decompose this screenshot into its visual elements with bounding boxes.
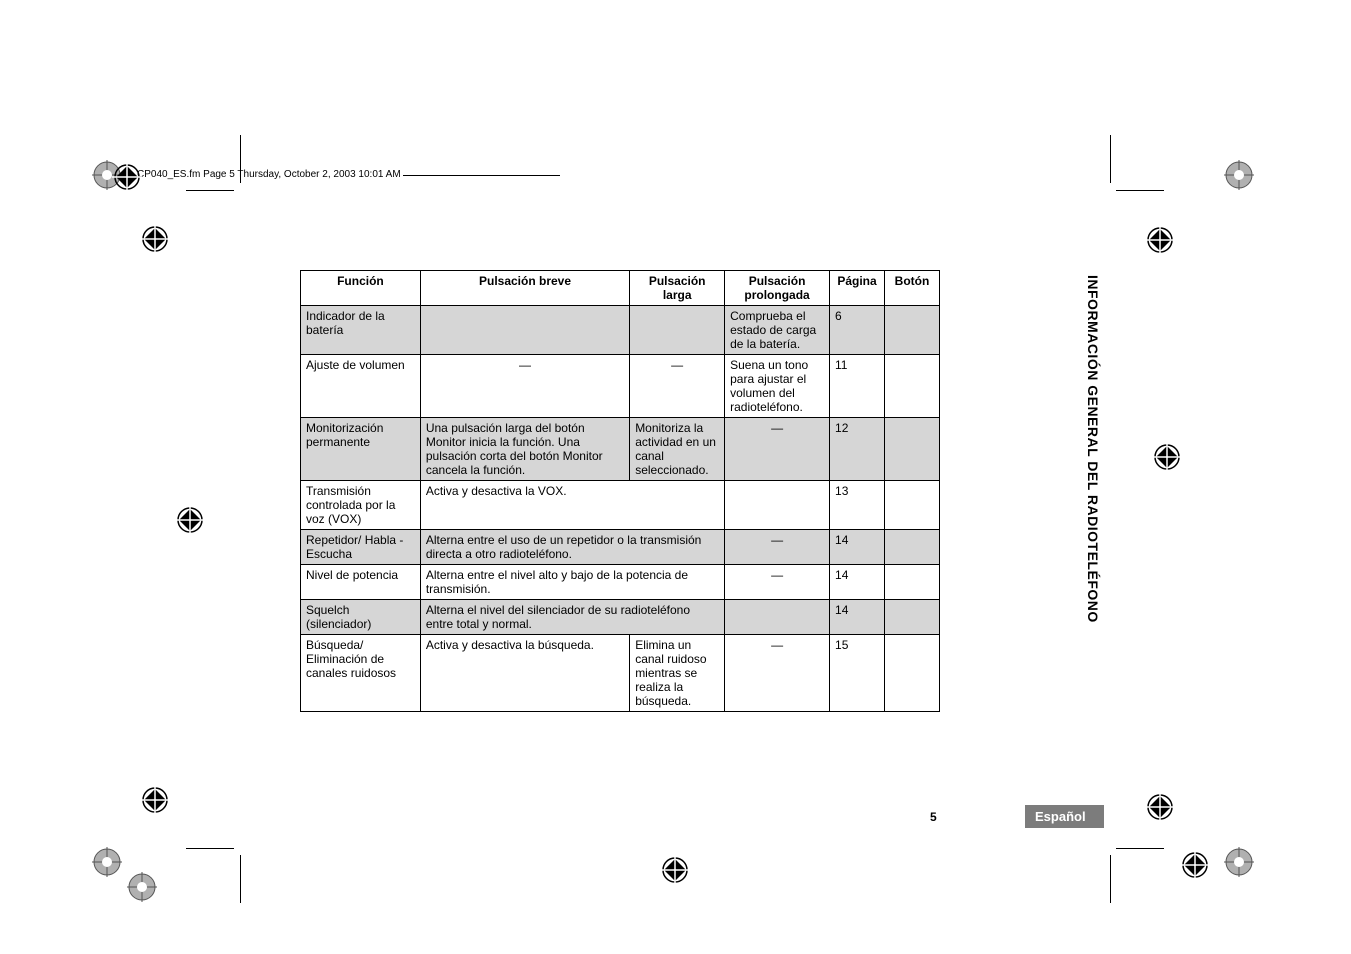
cell-prolongada: — — [725, 635, 830, 712]
arrow-mark — [1145, 225, 1175, 255]
cell-breve: — — [420, 355, 629, 418]
table-row: Squelch (silenciador)Alterna el nivel de… — [301, 600, 940, 635]
cell-funcion: Transmisión controlada por la voz (VOX) — [301, 481, 421, 530]
table-row: Transmisión controlada por la voz (VOX)A… — [301, 481, 940, 530]
language-badge: Español — [1025, 805, 1104, 828]
arrow-mark — [140, 785, 170, 815]
cell-prolongada: Comprueba el estado de carga de la bater… — [725, 306, 830, 355]
header-filename: CP040_ES.fm Page 5 Thursday, October 2, … — [135, 169, 403, 180]
th-funcion: Función — [301, 271, 421, 306]
arrow-mark — [175, 505, 205, 535]
content-area: Función Pulsación breve Pulsación larga … — [300, 270, 1020, 712]
cell-pagina: 14 — [830, 530, 885, 565]
cell-funcion: Repetidor/ Habla - Escucha — [301, 530, 421, 565]
registration-mark — [1222, 845, 1256, 879]
table-row: Ajuste de volumen——Suena un tono para aj… — [301, 355, 940, 418]
cell-funcion: Búsqueda/ Eliminación de canales ruidoso… — [301, 635, 421, 712]
crop-mark — [1110, 135, 1111, 183]
th-breve: Pulsación breve — [420, 271, 629, 306]
table-header-row: Función Pulsación breve Pulsación larga … — [301, 271, 940, 306]
th-larga: Pulsación larga — [630, 271, 725, 306]
cell-breve — [420, 306, 629, 355]
crop-mark — [186, 190, 234, 191]
crop-mark — [240, 855, 241, 903]
table-row: Monitorización permanenteUna pulsación l… — [301, 418, 940, 481]
cell-prolongada — [725, 600, 830, 635]
crop-mark — [1116, 190, 1164, 191]
table-row: Búsqueda/ Eliminación de canales ruidoso… — [301, 635, 940, 712]
cell-funcion: Monitorización permanente — [301, 418, 421, 481]
arrow-mark — [1180, 850, 1210, 880]
cell-prolongada: — — [725, 530, 830, 565]
functions-table: Función Pulsación breve Pulsación larga … — [300, 270, 940, 712]
cell-pagina: 6 — [830, 306, 885, 355]
th-pagina: Página — [830, 271, 885, 306]
arrow-mark — [660, 855, 690, 885]
cell-larga — [630, 306, 725, 355]
crop-mark — [240, 135, 241, 183]
cell-pagina: 14 — [830, 565, 885, 600]
cell-pagina: 12 — [830, 418, 885, 481]
cell-boton — [884, 418, 939, 481]
cell-boton — [884, 306, 939, 355]
cell-boton — [884, 635, 939, 712]
cell-boton — [884, 565, 939, 600]
cell-funcion: Squelch (silenciador) — [301, 600, 421, 635]
cell-larga: — — [630, 355, 725, 418]
cell-breve-larga: Alterna entre el uso de un repetidor o l… — [420, 530, 724, 565]
cell-boton — [884, 530, 939, 565]
th-boton: Botón — [884, 271, 939, 306]
cell-pagina: 15 — [830, 635, 885, 712]
cell-funcion: Ajuste de volumen — [301, 355, 421, 418]
crop-mark — [186, 848, 234, 849]
cell-larga: Monitoriza la actividad en un canal sele… — [630, 418, 725, 481]
cell-pagina: 14 — [830, 600, 885, 635]
cell-pagina: 13 — [830, 481, 885, 530]
cell-breve-larga: Activa y desactiva la VOX. — [420, 481, 724, 530]
cell-breve: Una pulsación larga del botón Monitor in… — [420, 418, 629, 481]
cell-prolongada — [725, 481, 830, 530]
arrow-mark — [1145, 792, 1175, 822]
registration-mark — [1222, 158, 1256, 192]
table-row: Nivel de potenciaAlterna entre el nivel … — [301, 565, 940, 600]
cell-breve: Activa y desactiva la búsqueda. — [420, 635, 629, 712]
cell-prolongada: — — [725, 565, 830, 600]
cell-pagina: 11 — [830, 355, 885, 418]
registration-mark — [90, 845, 124, 879]
page-number: 5 — [930, 810, 937, 824]
section-title-vertical: INFORMACIÓN GENERAL DEL RADIOTELÉFONO — [1085, 275, 1101, 623]
cell-prolongada: Suena un tono para ajustar el volumen de… — [725, 355, 830, 418]
cell-breve-larga: Alterna entre el nivel alto y bajo de la… — [420, 565, 724, 600]
registration-mark — [125, 870, 159, 904]
arrow-mark — [1152, 442, 1182, 472]
th-prolongada: Pulsación prolongada — [725, 271, 830, 306]
arrow-mark — [112, 162, 142, 192]
cell-boton — [884, 481, 939, 530]
cell-prolongada: — — [725, 418, 830, 481]
cell-funcion: Nivel de potencia — [301, 565, 421, 600]
cell-breve-larga: Alterna el nivel del silenciador de su r… — [420, 600, 724, 635]
crop-mark — [1116, 848, 1164, 849]
cell-larga: Elimina un canal ruidoso mientras se rea… — [630, 635, 725, 712]
cell-funcion: Indicador de la batería — [301, 306, 421, 355]
arrow-mark — [140, 224, 170, 254]
cell-boton — [884, 600, 939, 635]
table-row: Repetidor/ Habla - EscuchaAlterna entre … — [301, 530, 940, 565]
cell-boton — [884, 355, 939, 418]
table-row: Indicador de la batería Comprueba el esta… — [301, 306, 940, 355]
crop-mark — [1110, 855, 1111, 903]
